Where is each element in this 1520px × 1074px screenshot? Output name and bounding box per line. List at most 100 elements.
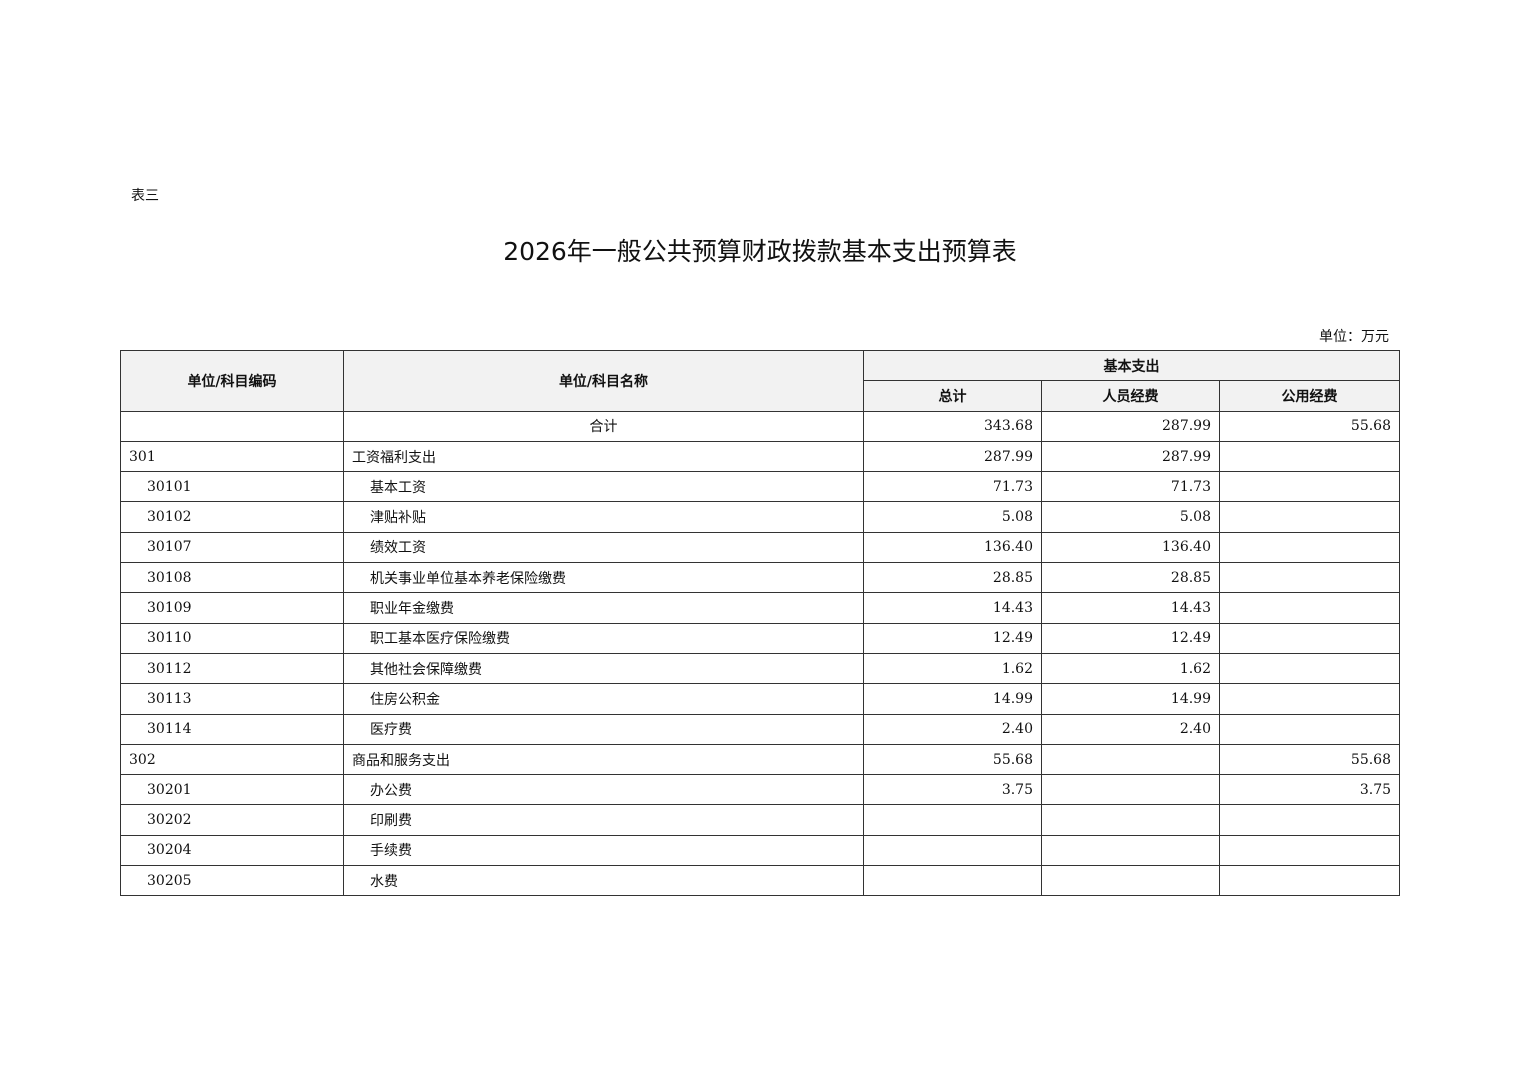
cell-total: 136.40 bbox=[863, 531, 1042, 564]
table-row: 30109 职业年金缴费 14.43 14.43 bbox=[120, 592, 1401, 624]
cell-total: 28.85 bbox=[863, 562, 1042, 594]
cell-code: 30102 bbox=[120, 501, 344, 533]
cell-name: 机关事业单位基本养老保险缴费 bbox=[343, 562, 864, 594]
cell-name: 津贴补贴 bbox=[343, 501, 864, 533]
cell-public bbox=[1218, 713, 1401, 745]
header-name: 单位/科目名称 bbox=[343, 350, 864, 412]
table-row: 30101 基本工资 71.73 71.73 bbox=[120, 471, 1401, 503]
cell-personnel bbox=[1041, 865, 1220, 897]
cell-code: 30113 bbox=[120, 683, 344, 715]
cell-public bbox=[1218, 471, 1401, 503]
table-row: 30113 住房公积金 14.99 14.99 bbox=[120, 683, 1401, 715]
cell-total: 287.99 bbox=[863, 440, 1042, 473]
table-row: 30108 机关事业单位基本养老保险缴费 28.85 28.85 bbox=[120, 562, 1401, 594]
table-row: 30204 手续费 bbox=[120, 834, 1401, 867]
cell-code: 301 bbox=[120, 440, 344, 473]
cell-total: 14.99 bbox=[863, 683, 1042, 715]
cell-public bbox=[1218, 501, 1401, 533]
header-personnel: 人员经费 bbox=[1041, 380, 1220, 412]
table-row: 30112 其他社会保障缴费 1.62 1.62 bbox=[120, 652, 1401, 685]
cell-total: 14.43 bbox=[863, 592, 1042, 624]
header-basic-expenditure: 基本支出 bbox=[862, 349, 1401, 382]
cell-personnel: 12.49 bbox=[1041, 622, 1220, 654]
cell-public bbox=[1218, 531, 1401, 564]
cell-personnel bbox=[1041, 834, 1220, 867]
cell-total: 3.75 bbox=[863, 774, 1042, 806]
cell-total: 71.73 bbox=[863, 471, 1042, 503]
table-number-label: 表三 bbox=[131, 188, 159, 204]
cell-personnel bbox=[1041, 743, 1220, 776]
table-row: 30110 职工基本医疗保险缴费 12.49 12.49 bbox=[120, 622, 1401, 654]
cell-code: 30112 bbox=[120, 652, 344, 685]
cell-name: 住房公积金 bbox=[343, 683, 864, 715]
cell-name: 职工基本医疗保险缴费 bbox=[343, 622, 864, 654]
cell-name: 办公费 bbox=[343, 774, 864, 806]
cell-personnel bbox=[1041, 804, 1220, 836]
cell-name: 水费 bbox=[343, 865, 864, 897]
cell-code: 30107 bbox=[120, 531, 344, 564]
table-row: 30102 津贴补贴 5.08 5.08 bbox=[120, 501, 1401, 533]
cell-personnel: 287.99 bbox=[1041, 410, 1220, 442]
unit-label: 单位：万元 bbox=[1319, 329, 1389, 345]
cell-code: 30108 bbox=[120, 562, 344, 594]
header-total: 总计 bbox=[863, 380, 1042, 412]
cell-public bbox=[1218, 562, 1401, 594]
cell-total: 1.62 bbox=[863, 652, 1042, 685]
cell-personnel: 14.43 bbox=[1041, 592, 1220, 624]
cell-code bbox=[120, 410, 344, 442]
cell-personnel bbox=[1041, 774, 1220, 806]
cell-personnel: 287.99 bbox=[1041, 440, 1220, 473]
cell-public bbox=[1218, 440, 1401, 473]
cell-name: 印刷费 bbox=[343, 804, 864, 836]
cell-personnel: 14.99 bbox=[1041, 683, 1220, 715]
table-row: 合计 343.68 287.99 55.68 bbox=[120, 410, 1401, 442]
cell-code: 30110 bbox=[120, 622, 344, 654]
cell-public: 55.68 bbox=[1218, 410, 1401, 442]
cell-public bbox=[1218, 865, 1401, 897]
table-row: 302 商品和服务支出 55.68 55.68 bbox=[120, 743, 1401, 776]
cell-code: 30109 bbox=[120, 592, 344, 624]
cell-total: 12.49 bbox=[863, 622, 1042, 654]
cell-public bbox=[1218, 683, 1401, 715]
cell-public bbox=[1218, 622, 1401, 654]
table-row: 30114 医疗费 2.40 2.40 bbox=[120, 713, 1401, 745]
cell-code: 30205 bbox=[120, 865, 344, 897]
cell-code: 30114 bbox=[120, 713, 344, 745]
table-row: 301 工资福利支出 287.99 287.99 bbox=[120, 440, 1401, 473]
budget-table: 单位/科目编码 单位/科目名称 基本支出 总计 人员经费 公用经费 合计 343.… bbox=[120, 349, 1401, 897]
cell-total: 343.68 bbox=[863, 410, 1042, 442]
cell-name: 医疗费 bbox=[343, 713, 864, 745]
cell-name: 工资福利支出 bbox=[343, 440, 864, 473]
cell-total bbox=[863, 804, 1042, 836]
cell-code: 30202 bbox=[120, 804, 344, 836]
cell-total: 2.40 bbox=[863, 713, 1042, 745]
cell-public bbox=[1218, 834, 1401, 867]
header-code: 单位/科目编码 bbox=[120, 350, 344, 412]
header-public: 公用经费 bbox=[1218, 380, 1401, 412]
cell-personnel: 28.85 bbox=[1041, 562, 1220, 594]
cell-total: 55.68 bbox=[863, 743, 1042, 776]
cell-total bbox=[863, 834, 1042, 867]
cell-public bbox=[1218, 804, 1401, 836]
cell-personnel: 5.08 bbox=[1041, 501, 1220, 533]
table-row: 30201 办公费 3.75 3.75 bbox=[120, 774, 1401, 806]
page-title: 2026年一般公共预算财政拨款基本支出预算表 bbox=[503, 237, 1017, 266]
cell-personnel: 2.40 bbox=[1041, 713, 1220, 745]
cell-public bbox=[1218, 592, 1401, 624]
cell-personnel: 71.73 bbox=[1041, 471, 1220, 503]
cell-public: 3.75 bbox=[1218, 774, 1401, 806]
cell-name: 其他社会保障缴费 bbox=[343, 652, 864, 685]
cell-total bbox=[863, 865, 1042, 897]
table-row: 30205 水费 bbox=[120, 865, 1401, 897]
cell-personnel: 1.62 bbox=[1041, 652, 1220, 685]
cell-name: 基本工资 bbox=[343, 471, 864, 503]
cell-name: 合计 bbox=[343, 410, 864, 442]
cell-name: 手续费 bbox=[343, 834, 864, 867]
table-row: 30107 绩效工资 136.40 136.40 bbox=[120, 531, 1401, 564]
cell-name: 商品和服务支出 bbox=[343, 743, 864, 776]
cell-public: 55.68 bbox=[1218, 743, 1401, 776]
cell-code: 302 bbox=[120, 743, 344, 776]
cell-total: 5.08 bbox=[863, 501, 1042, 533]
cell-name: 职业年金缴费 bbox=[343, 592, 864, 624]
cell-code: 30101 bbox=[120, 471, 344, 503]
